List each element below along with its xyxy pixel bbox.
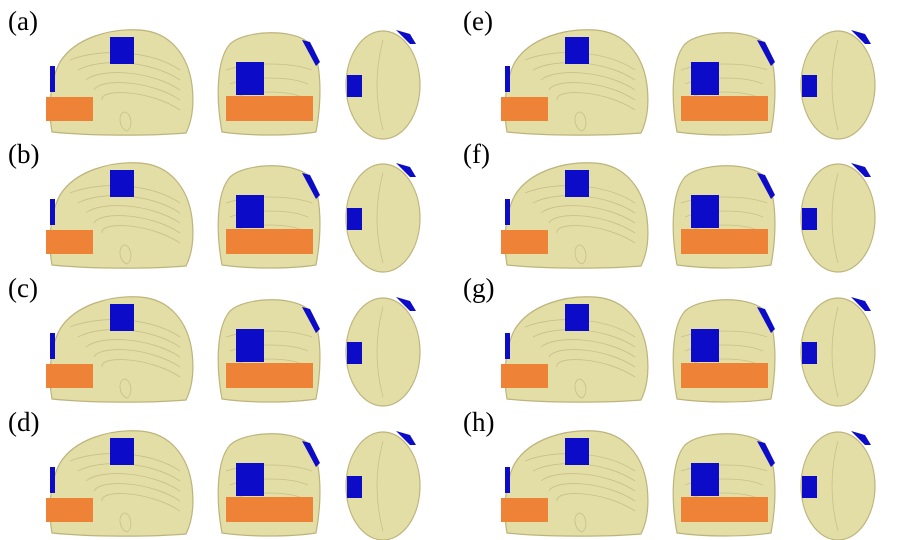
mask	[681, 229, 768, 254]
electrode	[236, 195, 264, 228]
mask	[46, 97, 93, 121]
electrode	[691, 329, 719, 362]
panel-label: (a)	[8, 6, 38, 36]
panel: (a)	[8, 6, 420, 139]
electrode	[505, 467, 510, 493]
electrode	[505, 199, 510, 225]
electrode	[347, 75, 362, 97]
panel: (g)	[463, 273, 875, 406]
electrode	[347, 208, 362, 230]
mask	[501, 498, 548, 522]
electrode	[802, 75, 817, 97]
panel: (f)	[463, 139, 875, 272]
electrode	[565, 37, 589, 64]
electrode	[565, 170, 589, 197]
electrode	[691, 62, 719, 95]
panel: (e)	[463, 6, 875, 139]
electrode	[347, 342, 362, 364]
mask	[226, 96, 313, 121]
mask	[681, 363, 768, 388]
panel: (c)	[8, 273, 420, 406]
mask	[46, 230, 93, 254]
electrode	[802, 476, 817, 498]
mask	[226, 497, 313, 522]
electrode	[50, 467, 55, 493]
panel-label: (b)	[8, 139, 39, 169]
electrode	[110, 438, 134, 465]
electrode	[347, 476, 362, 498]
mask	[226, 229, 313, 254]
electrode	[505, 66, 510, 92]
electrode	[691, 463, 719, 496]
figure: (a) (b) (c) (d) (e) (f) (g) (h)	[0, 0, 899, 540]
electrode	[802, 208, 817, 230]
mask	[681, 96, 768, 121]
electrode	[110, 37, 134, 64]
panel-label: (c)	[8, 273, 38, 303]
mask	[46, 364, 93, 388]
electrode	[50, 199, 55, 225]
mask	[46, 498, 93, 522]
electrode	[50, 333, 55, 359]
electrode	[691, 195, 719, 228]
electrode	[236, 463, 264, 496]
electrode	[110, 170, 134, 197]
panel-label: (e)	[463, 6, 493, 36]
mask	[501, 364, 548, 388]
panel-label: (h)	[463, 407, 494, 437]
panel-label: (g)	[463, 273, 494, 303]
panel: (b)	[8, 139, 420, 272]
electrode	[565, 438, 589, 465]
panel: (d)	[8, 407, 420, 540]
mask	[501, 230, 548, 254]
mask	[501, 97, 548, 121]
mask	[226, 363, 313, 388]
electrode	[505, 333, 510, 359]
electrode	[802, 342, 817, 364]
panel-label: (d)	[8, 407, 39, 437]
electrode	[565, 304, 589, 331]
mask	[681, 497, 768, 522]
panel-label: (f)	[463, 139, 490, 169]
electrode	[236, 329, 264, 362]
panel: (h)	[463, 407, 875, 540]
electrode	[236, 62, 264, 95]
electrode	[110, 304, 134, 331]
electrode	[50, 66, 55, 92]
